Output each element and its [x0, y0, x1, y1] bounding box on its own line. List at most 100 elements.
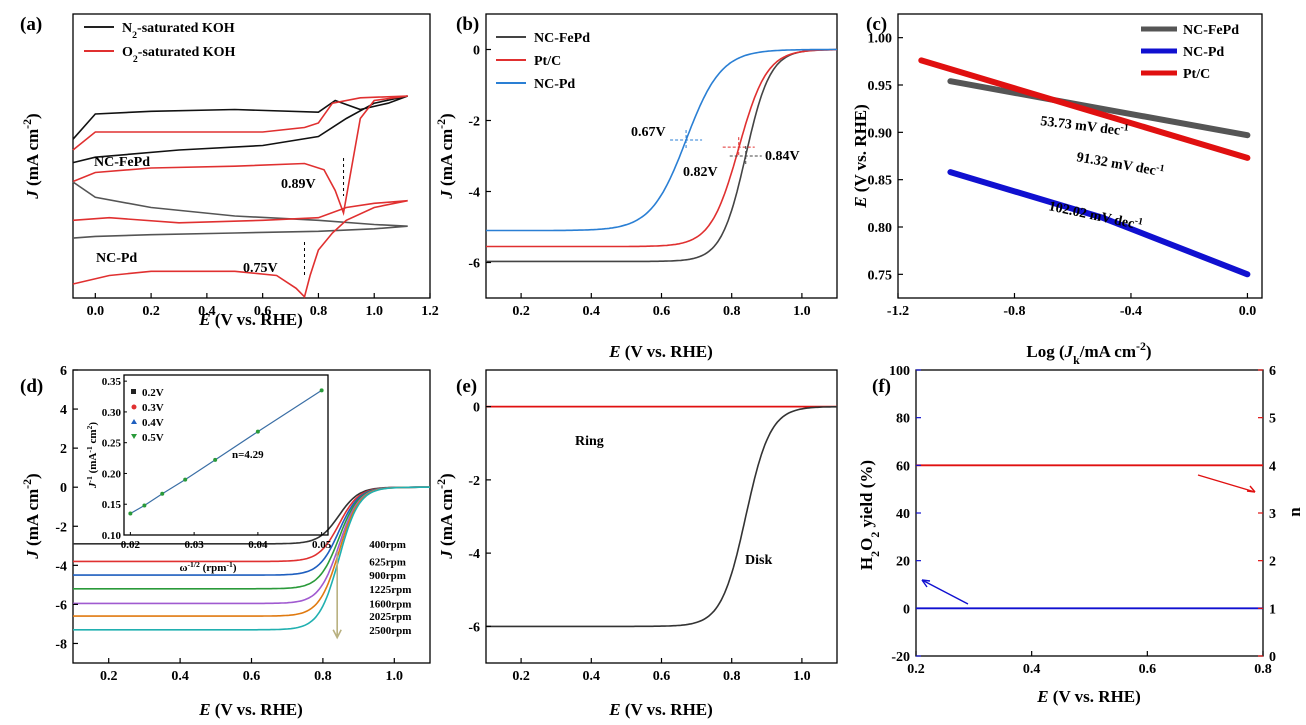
panel-d-inset-point	[142, 503, 147, 508]
panel-f-ytick-label: -20	[891, 650, 910, 665]
panel-e-xtick-label: 0.2	[512, 669, 530, 684]
panel-f-label: (f)	[872, 376, 891, 397]
panel-a-cv-0	[72, 95, 408, 164]
panel-b-xlabel: E (V vs. RHE)	[608, 342, 713, 361]
panel-e-ylabel-text: J (mA cm-2)	[434, 473, 456, 559]
panel-d-rpm-label-3: 1225rpm	[369, 584, 411, 596]
panel-b-label: (b)	[456, 14, 479, 35]
panel-e-disk-label: Disk	[745, 553, 772, 568]
panel-b-xtick-label: 1.0	[793, 304, 811, 319]
panel-f-ylabel-right-text: n	[1285, 507, 1304, 517]
panel-d-inset-xtick-label: 0.03	[185, 539, 205, 551]
panel-f-ytick-label: 100	[889, 364, 910, 379]
panel-d-inset-ytick-label: 0.15	[102, 499, 122, 511]
panel-f-ytick-label-r: 3	[1269, 507, 1276, 522]
panel-f-ytick-label: 40	[896, 507, 910, 522]
panel-a-curve-label-fepd: NC-FePd	[94, 155, 150, 170]
panel-c-xtick-label: -0.8	[1003, 304, 1025, 319]
panel-d-inset-point	[160, 491, 165, 496]
panel-d-rpm-label-6: 2500rpm	[369, 625, 411, 637]
panel-b-xtick-label: 0.2	[512, 304, 530, 319]
panel-a-xtick-label: 0.8	[310, 304, 328, 319]
panel-a-legend-1: O2-saturated KOH	[122, 45, 236, 65]
panel-b-ytick-label: 0	[473, 44, 480, 59]
panel-b-series-0	[486, 48, 837, 263]
panel-e-ytick-label: -2	[468, 474, 480, 489]
panel-d-ytick-label: -8	[55, 637, 67, 652]
panel-f-frame	[915, 369, 1264, 657]
panel-b-annotation-084: 0.84V	[765, 149, 800, 164]
panel-d-xtick-label: 0.2	[100, 669, 118, 684]
panel-d-inset-ytick-label: 0.20	[102, 468, 122, 480]
panel-f-arrow-left-head	[921, 579, 931, 588]
panel-a-xtick-label: 1.0	[365, 304, 383, 319]
panel-e-xlabel: E (V vs. RHE)	[608, 700, 713, 719]
panel-b-ytick-label: -2	[468, 115, 480, 130]
panel-a-peak-label: 0.75V	[243, 261, 278, 276]
panel-e-ylabel: J (mA cm-2)	[434, 473, 456, 559]
panel-d-xtick-label: 1.0	[386, 669, 404, 684]
panel-c-legend-1: NC-Pd	[1183, 45, 1224, 60]
panel-f-arrow-right	[1197, 474, 1256, 493]
panel-f-ylabel-right: n	[1285, 507, 1304, 517]
panel-b-ylabel: J (mA cm-2)	[434, 113, 456, 199]
panel-d-xlabel: E (V vs. RHE)	[198, 700, 303, 719]
panel-d-inset-legend-2: 0.4V	[142, 417, 164, 429]
panel-a-cv-1	[72, 95, 408, 217]
panel-f-arrow-right-head	[1246, 485, 1256, 493]
panel-d-inset-legend-marker	[131, 419, 137, 424]
panel-d-inset-xtick-label: 0.05	[312, 539, 332, 551]
panel-a-cv-3	[72, 199, 408, 299]
panel-b-ytick-label: -6	[468, 257, 480, 272]
panel-f-ylabel-left-text: H2O2 yield (%)	[857, 460, 882, 570]
panel-c-ytick-label: 0.90	[868, 126, 893, 141]
panel-c-xtick-label: 0.0	[1239, 304, 1257, 319]
panel-b-ytick-label: -4	[468, 186, 480, 201]
panel-d-ytick-label: 6	[60, 364, 67, 379]
panel-d-xtick-label: 0.4	[171, 669, 189, 684]
panel-d-inset-frame	[123, 374, 329, 536]
panel-f-ytick-label: 20	[896, 555, 910, 570]
panel-d-xtick-label: 0.6	[243, 669, 261, 684]
panel-d-ytick-label: -6	[55, 598, 67, 613]
panel-d-inset-legend-marker	[131, 389, 136, 394]
panel-d-inset-ylabel: J-1 (mA-1 cm2)	[85, 422, 100, 489]
panel-e-ytick-label: -4	[468, 547, 480, 562]
panel-b-xtick-label: 0.6	[653, 304, 671, 319]
panel-c-slope-text: 102.02 mV dec-1	[1047, 197, 1144, 234]
panel-d-ytick-label: 2	[60, 442, 67, 457]
panel-d-series-6	[73, 486, 430, 631]
panel-d-label: (d)	[20, 376, 43, 397]
panel-d-rpm-label-2: 900rpm	[369, 570, 406, 582]
panel-e-disk-line	[486, 406, 837, 628]
panel-b-legend-2: NC-Pd	[534, 77, 575, 92]
panel-f-xtick-label: 0.6	[1139, 662, 1157, 677]
panel-b-xtick-label: 0.8	[723, 304, 741, 319]
panel-f-ytick-label: 60	[896, 459, 910, 474]
panel-c-legend-0: NC-FePd	[1183, 23, 1239, 38]
panel-f-ytick-label-r: 5	[1269, 412, 1276, 427]
panel-b-xtick-label: 0.4	[583, 304, 601, 319]
panel-c-ylabel: E (V vs. RHE)	[851, 104, 870, 209]
panel-b-legend-1: Pt/C	[534, 54, 561, 69]
panel-c-slope-label-1: 91.32 mV dec-1	[1075, 150, 1165, 179]
panel-b-legend-0: NC-FePd	[534, 31, 590, 46]
panel-e-xtick-label: 0.4	[583, 669, 601, 684]
panel-c-legend-2: Pt/C	[1183, 67, 1210, 82]
panel-f-ytick-label-r: 6	[1269, 364, 1276, 379]
panel-d-inset-ytick-label: 0.10	[102, 530, 122, 542]
panel-d-ylabel-text: J (mA cm-2)	[20, 473, 42, 559]
panel-e-xtick-label: 0.8	[723, 669, 741, 684]
panel-e-label: (e)	[456, 376, 477, 397]
panel-f-xtick-label: 0.8	[1254, 662, 1272, 677]
panel-d-ytick-label: 4	[60, 403, 67, 418]
panel-c-ytick-label: 0.85	[868, 174, 893, 189]
panel-d-inset-xlabel: ω-1/2 (rpm-1)	[179, 560, 236, 575]
panel-f-ytick-label-r: 4	[1269, 459, 1276, 474]
panel-a-label: (a)	[20, 14, 42, 35]
panel-c-ytick-label: 0.80	[868, 221, 893, 236]
panel-e-xtick-label: 1.0	[793, 669, 811, 684]
panel-d-inset-legend-0: 0.2V	[142, 387, 164, 399]
panel-a-peak-label: 0.89V	[281, 177, 316, 192]
